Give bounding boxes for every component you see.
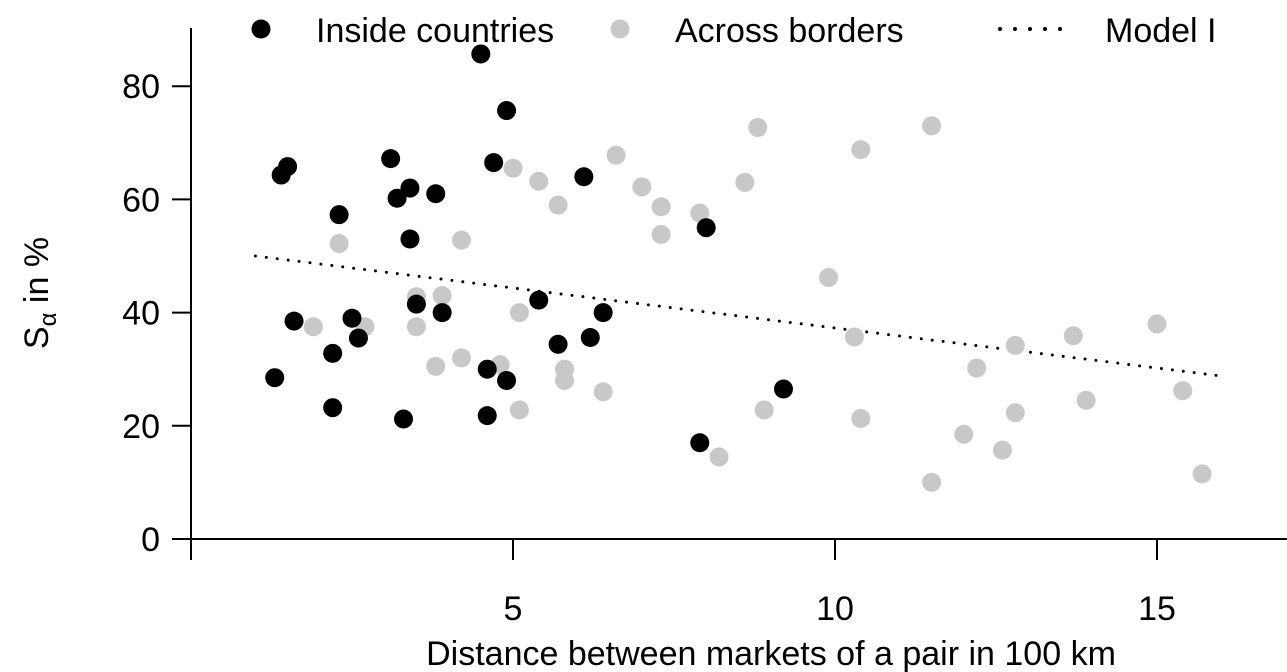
point-inside-countries [387,188,407,208]
point-inside-countries [265,368,285,388]
point-inside-countries [329,205,349,225]
point-across-borders [303,317,323,337]
point-across-borders [748,118,768,138]
point-inside-countries [432,303,452,323]
point-across-borders [406,317,426,337]
y-axis-ticks: 0 20 40 60 80 [122,68,191,559]
point-across-borders [451,230,471,250]
point-across-borders [503,158,523,178]
y-tick-label: 40 [122,295,160,333]
point-across-borders [1147,314,1167,334]
point-inside-countries [471,44,491,64]
y-tick-label: 0 [141,521,160,559]
point-across-borders [509,303,529,323]
x-tick-label: 15 [1138,590,1176,628]
x-axis-ticks: 5 10 15 [504,539,1176,628]
y-tick-label: 60 [122,181,160,219]
point-inside-countries [400,178,420,198]
point-inside-countries [696,218,716,238]
point-across-borders [632,177,652,197]
point-inside-countries [381,149,401,169]
y-tick-label: 20 [122,408,160,446]
x-tick-label: 5 [504,590,523,628]
point-across-borders [851,408,871,428]
point-inside-countries [484,153,504,173]
series-inside-countries [265,44,793,453]
point-inside-countries [342,308,362,328]
point-across-borders [1076,390,1096,410]
point-across-borders [1005,335,1025,355]
point-across-borders [967,358,987,378]
point-across-borders [529,171,549,191]
point-across-borders [922,116,942,136]
point-across-borders [709,447,729,467]
point-inside-countries [348,328,368,348]
point-across-borders [548,195,568,215]
point-inside-countries [497,371,517,391]
point-across-borders [329,234,349,254]
point-inside-countries [284,311,304,331]
series-across-borders [303,116,1212,492]
point-inside-countries [323,343,343,363]
y-axis-title-subscript: α [35,312,62,326]
legend-marker-inside-countries [251,19,271,39]
legend-marker-across-borders [610,19,630,39]
point-across-borders [451,348,471,368]
legend: Inside countries Across borders Model I [251,12,1217,50]
point-inside-countries [529,290,549,310]
point-across-borders [651,224,671,244]
model-i-trend-line [253,254,1223,378]
point-across-borders [690,203,710,223]
point-across-borders [555,371,575,391]
legend-label-across-borders: Across borders [675,12,904,50]
point-across-borders [606,145,626,165]
x-axis-title: Distance between markets of a pair in 10… [426,635,1116,672]
legend-label-model-i: Model I [1105,12,1217,50]
point-inside-countries [580,328,600,348]
point-across-borders [819,268,839,288]
point-across-borders [432,286,452,306]
point-across-borders [426,356,446,376]
point-across-borders [844,327,864,347]
y-axis-title-main: S [18,326,56,349]
x-tick-label: 10 [816,590,854,628]
y-tick-label: 80 [122,68,160,106]
point-across-borders [735,172,755,192]
point-across-borders [922,472,942,492]
point-across-borders [1173,381,1193,401]
point-inside-countries [548,334,568,354]
point-inside-countries [497,101,517,121]
point-across-borders [954,424,974,444]
legend-label-inside-countries: Inside countries [316,12,554,50]
point-inside-countries [477,359,497,379]
point-across-borders [509,400,529,420]
point-across-borders [1063,326,1083,346]
point-inside-countries [400,229,420,249]
point-across-borders [651,197,671,217]
point-inside-countries [593,303,613,323]
point-across-borders [992,440,1012,460]
point-across-borders [754,400,774,420]
point-across-borders [851,140,871,160]
point-inside-countries [690,433,710,453]
point-across-borders [1192,464,1212,484]
point-inside-countries [574,167,594,187]
point-inside-countries [406,294,426,314]
point-inside-countries [477,406,497,426]
point-inside-countries [323,398,343,418]
point-inside-countries [394,409,414,429]
point-inside-countries [426,184,446,204]
point-across-borders [1005,403,1025,423]
point-inside-countries [278,157,298,177]
y-axis-title: Sα in % [18,237,62,349]
y-axis-title-rest: in % [18,237,56,313]
point-across-borders [593,382,613,402]
point-inside-countries [773,379,793,399]
